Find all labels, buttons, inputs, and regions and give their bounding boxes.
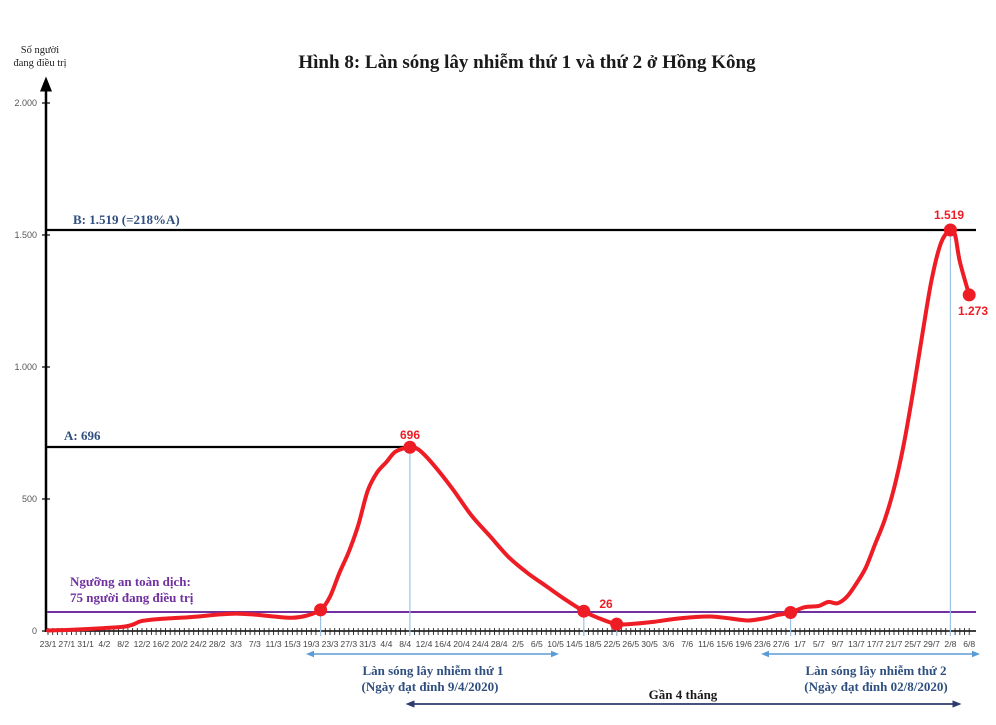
wave-2-label-line2: (Ngày đạt đỉnh 02/8/2020) <box>804 679 947 694</box>
x-tick-label: 20/4 <box>453 639 470 649</box>
x-tick-label: 21/7 <box>886 639 903 649</box>
x-tick-label: 31/1 <box>77 639 94 649</box>
data-marker <box>610 617 624 631</box>
marker-label-1273: 1.273 <box>958 304 988 318</box>
x-tick-label: 19/6 <box>735 639 752 649</box>
x-tick-label: 31/3 <box>359 639 376 649</box>
x-tick-label: 11/3 <box>266 639 282 649</box>
marker-label-1519: 1.519 <box>934 208 964 222</box>
y-axis-label: Số người đang điều trị <box>0 44 80 70</box>
x-tick-label: 22/5 <box>604 639 621 649</box>
wave-1-label-line2: (Ngày đạt đỉnh 9/4/2020) <box>362 679 499 694</box>
y-axis-label-line1: Số người <box>20 45 60 56</box>
peak-a-label: A: 696 <box>64 428 101 443</box>
data-marker <box>403 440 417 454</box>
y-tick-label: 1.500 <box>14 230 37 240</box>
chart-title: Hình 8: Làn sóng lây nhiễm thứ 1 và thứ … <box>298 52 756 73</box>
y-axis-ticks: 0 500 1.000 1.500 2.000 <box>14 98 50 636</box>
x-tick-label: 27/1 <box>58 639 75 649</box>
x-tick-label: 14/5 <box>566 639 583 649</box>
x-tick-label: 4/4 <box>380 639 392 649</box>
x-tick-label: 18/5 <box>585 639 602 649</box>
wave-2-label-line1: Làn sóng lây nhiễm thứ 2 <box>805 663 946 678</box>
x-tick-label: 2/5 <box>512 639 524 649</box>
data-marker <box>943 223 957 237</box>
x-tick-label: 24/2 <box>190 639 207 649</box>
x-tick-label: 23/3 <box>322 639 339 649</box>
gap-label: Gần 4 tháng <box>649 687 718 702</box>
x-tick-label: 30/5 <box>641 639 658 649</box>
x-tick-label: 8/2 <box>117 639 129 649</box>
marker-label-26: 26 <box>599 597 613 611</box>
x-tick-label: 3/6 <box>662 639 674 649</box>
x-tick-label: 23/1 <box>40 639 57 649</box>
x-tick-label: 16/4 <box>434 639 451 649</box>
x-tick-label: 26/5 <box>622 639 639 649</box>
x-tick-label: 20/2 <box>171 639 188 649</box>
y-tick-label: 2.000 <box>14 98 37 108</box>
y-tick-label: 0 <box>32 626 37 636</box>
x-tick-label: 15/3 <box>284 639 301 649</box>
wave-1-label-line1: Làn sóng lây nhiễm thứ 1 <box>362 663 503 678</box>
x-tick-label: 8/4 <box>399 639 411 649</box>
x-tick-label: 5/7 <box>813 639 825 649</box>
y-tick-label: 500 <box>22 494 37 504</box>
x-tick-label: 13/7 <box>848 639 865 649</box>
marker-label-696: 696 <box>400 428 420 442</box>
data-marker <box>962 288 976 302</box>
x-tick-label: 7/6 <box>681 639 693 649</box>
x-tick-label: 24/4 <box>472 639 489 649</box>
x-tick-label: 17/7 <box>867 639 884 649</box>
peak-b-label: B: 1.519 (=218%A) <box>73 212 180 227</box>
x-tick-label: 19/3 <box>303 639 320 649</box>
x-tick-label: 23/6 <box>754 639 771 649</box>
x-tick-label: 12/4 <box>416 639 433 649</box>
x-tick-label: 25/7 <box>904 639 921 649</box>
x-tick-label: 1/7 <box>794 639 806 649</box>
x-tick-label: 10/5 <box>547 639 564 649</box>
x-tick-label: 27/3 <box>340 639 357 649</box>
x-tick-label: 9/7 <box>832 639 844 649</box>
data-marker <box>784 606 798 620</box>
threshold-label-line2: 75 người đang điều trị <box>70 590 194 605</box>
x-tick-label: 15/6 <box>716 639 733 649</box>
x-tick-label: 12/2 <box>134 639 151 649</box>
y-tick-label: 1.000 <box>14 362 37 372</box>
x-tick-label: 29/7 <box>923 639 940 649</box>
data-markers <box>314 223 976 631</box>
y-axis-label-line2: đang điều trị <box>13 58 67 69</box>
x-tick-label: 11/6 <box>698 639 714 649</box>
x-tick-label: 6/5 <box>531 639 543 649</box>
x-tick-label: 28/2 <box>209 639 226 649</box>
x-tick-label: 28/4 <box>491 639 508 649</box>
x-tick-label: 4/2 <box>98 639 110 649</box>
data-marker <box>577 604 591 618</box>
x-tick-label: 6/8 <box>963 639 975 649</box>
x-tick-label: 3/3 <box>230 639 242 649</box>
x-tick-label: 16/2 <box>152 639 169 649</box>
x-tick-label: 27/6 <box>773 639 790 649</box>
x-tick-label: 7/3 <box>249 639 261 649</box>
threshold-label-line1: Ngưỡng an toàn dịch: <box>70 574 191 589</box>
data-line <box>46 227 972 633</box>
x-axis-labels: 23/1 27/1 31/1 4/2 8/2 12/2 16/2 20/2 24/2 28/2 3/… <box>40 639 976 649</box>
x-tick-label: 2/8 <box>944 639 956 649</box>
data-marker <box>314 603 328 617</box>
